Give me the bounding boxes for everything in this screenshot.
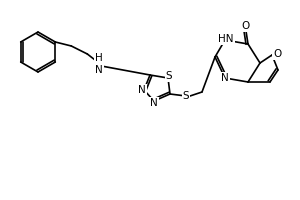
Text: N: N xyxy=(138,85,146,95)
Text: S: S xyxy=(166,71,172,81)
Text: H
N: H N xyxy=(95,53,103,75)
Text: O: O xyxy=(242,21,250,31)
Text: O: O xyxy=(273,49,281,59)
Text: HN: HN xyxy=(218,34,234,44)
Text: N: N xyxy=(221,73,229,83)
Text: S: S xyxy=(183,91,189,101)
Text: N: N xyxy=(150,98,158,108)
